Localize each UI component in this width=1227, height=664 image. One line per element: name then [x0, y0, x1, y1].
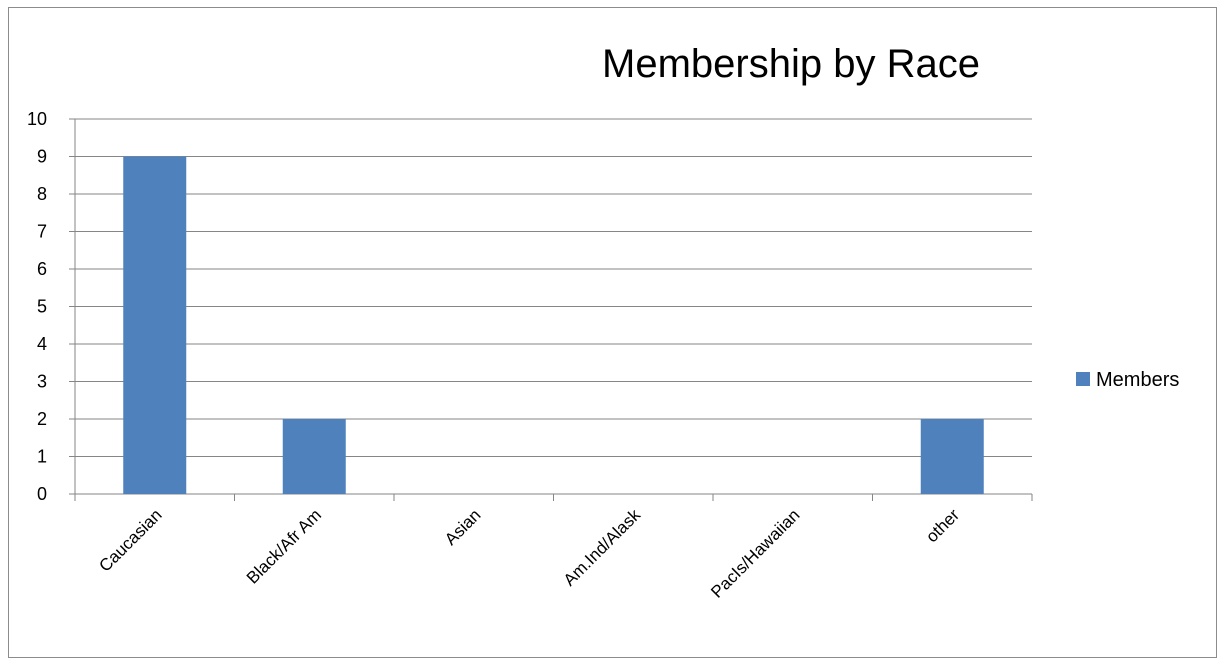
y-tick-label-5: 5: [37, 297, 47, 317]
bar-caucasian: [123, 156, 187, 494]
legend: Members: [1076, 369, 1179, 391]
axes: [69, 118, 1033, 501]
gridlines: [75, 118, 1032, 457]
y-tick-labels: 0 1 2 3 4 5 6 7 8 9 10: [27, 109, 47, 504]
y-tick-label-3: 3: [37, 372, 47, 392]
x-tick-label-am-ind-alask: Am.Ind/Alask: [560, 505, 645, 590]
legend-label-members: Members: [1096, 369, 1179, 391]
y-tick-label-6: 6: [37, 259, 47, 279]
x-tick-labels: Caucasian Black/Afr Am Asian Am.Ind/Alask Pa…: [95, 505, 963, 602]
y-tick-label-10: 10: [27, 109, 47, 129]
y-tick-label-7: 7: [37, 222, 47, 242]
bar-black-afr-am: [282, 419, 346, 494]
y-tick-label-4: 4: [37, 334, 47, 354]
y-tick-label-9: 9: [37, 147, 47, 167]
chart-frame: [8, 7, 1217, 658]
chart-title: Membership by Race: [602, 42, 980, 86]
y-tick-label-8: 8: [37, 184, 47, 204]
y-tick-label-0: 0: [37, 484, 47, 504]
x-tick-label-other: other: [922, 505, 963, 546]
y-tick-label-2: 2: [37, 409, 47, 429]
bars: [123, 156, 984, 494]
x-tick-label-caucasian: Caucasian: [95, 505, 165, 575]
x-tick-label-asian: Asian: [441, 505, 485, 549]
x-tick-label-pacis-hawaiian: PacIs/Hawaiian: [707, 505, 803, 601]
legend-swatch-members: [1076, 372, 1090, 386]
bar-other: [920, 419, 984, 494]
y-tick-label-1: 1: [37, 447, 47, 467]
x-tick-label-black-afr-am: Black/Afr Am: [243, 505, 325, 587]
